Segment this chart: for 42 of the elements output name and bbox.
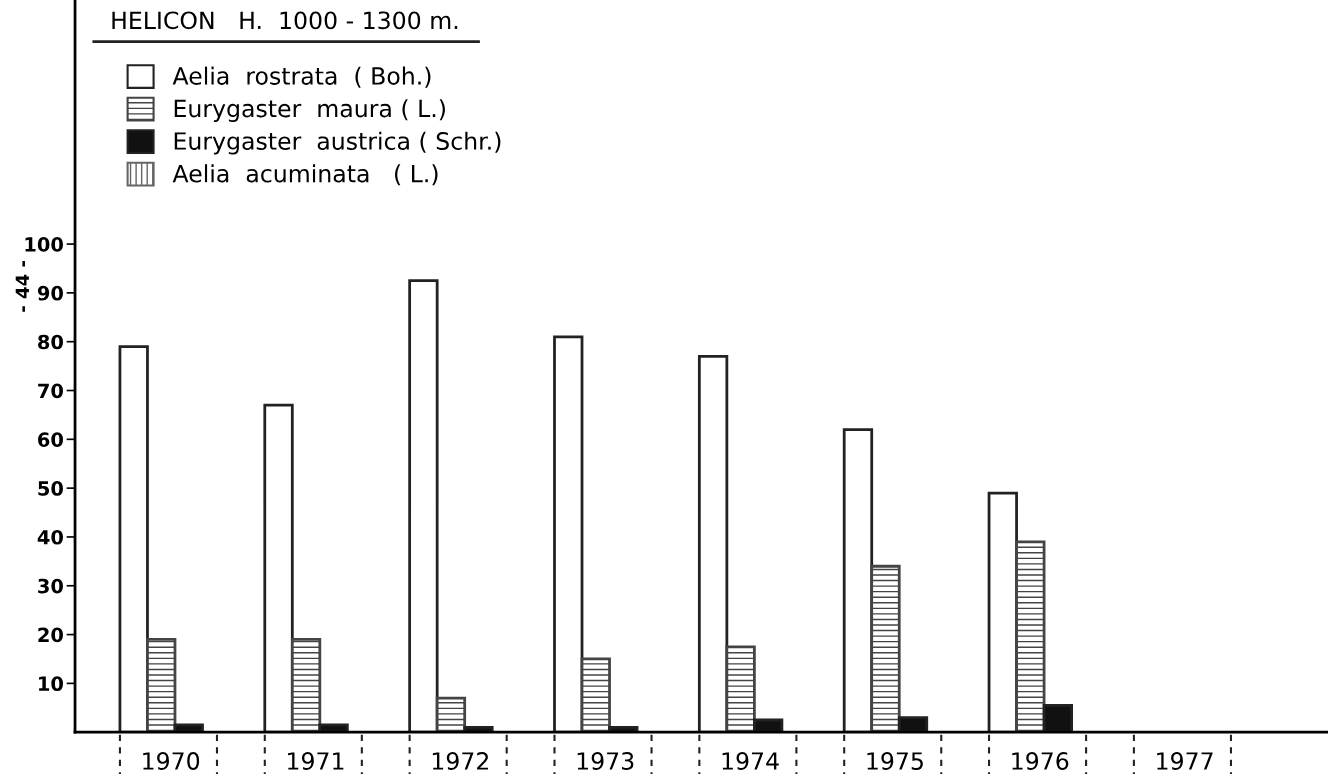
bar [580,657,611,733]
x-tick-label: 1976 [1012,752,1069,770]
bar [725,645,756,733]
bar [263,403,294,733]
x-tick-label: 1970 [143,752,200,770]
bar [290,638,322,733]
x-tick-label: 1977 [1157,752,1213,770]
y-tick-label: 20 [38,627,63,643]
bar [1015,540,1046,733]
legend-label: Eurygaster maura ( L.) [174,99,445,122]
bar [553,335,584,733]
chart-title: HELICON H. 1000 - 1300 m. [112,11,458,30]
y-tick-label: 40 [37,529,63,545]
legend-label: Eurygaster austrica ( Schr.) [174,131,501,155]
x-tick-label: 1973 [577,752,634,770]
bar [870,564,901,733]
y-tick-label: 100 [25,237,63,252]
bar [318,723,349,733]
x-tick-label: 1972 [432,752,489,770]
x-tick-label: 1974 [722,752,779,770]
y-tick-label: 70 [38,383,63,399]
bar [408,279,439,733]
bar [118,345,149,733]
y-tick-label: 80 [38,334,63,350]
y-tick-label: 60 [38,432,63,447]
bar [173,723,204,733]
bar [1042,703,1073,733]
text: - 44 - [15,261,29,312]
y-tick-label: 30 [38,578,63,594]
bar [842,428,874,733]
x-tick-label: 1975 [867,752,923,770]
x-tick-label: 1971 [288,752,344,770]
y-tick-label: 50 [38,481,63,496]
bar [435,696,467,733]
y-tick-label: 90 [37,285,63,301]
legend-label: Aelia rostrata ( Boh.) [172,66,431,88]
bar [897,716,929,733]
legend-label: Aelia acuminata ( L.) [172,164,438,186]
bar [987,491,1018,733]
y-tick-label: 10 [39,676,63,692]
bar [697,354,729,733]
bar [146,638,177,733]
